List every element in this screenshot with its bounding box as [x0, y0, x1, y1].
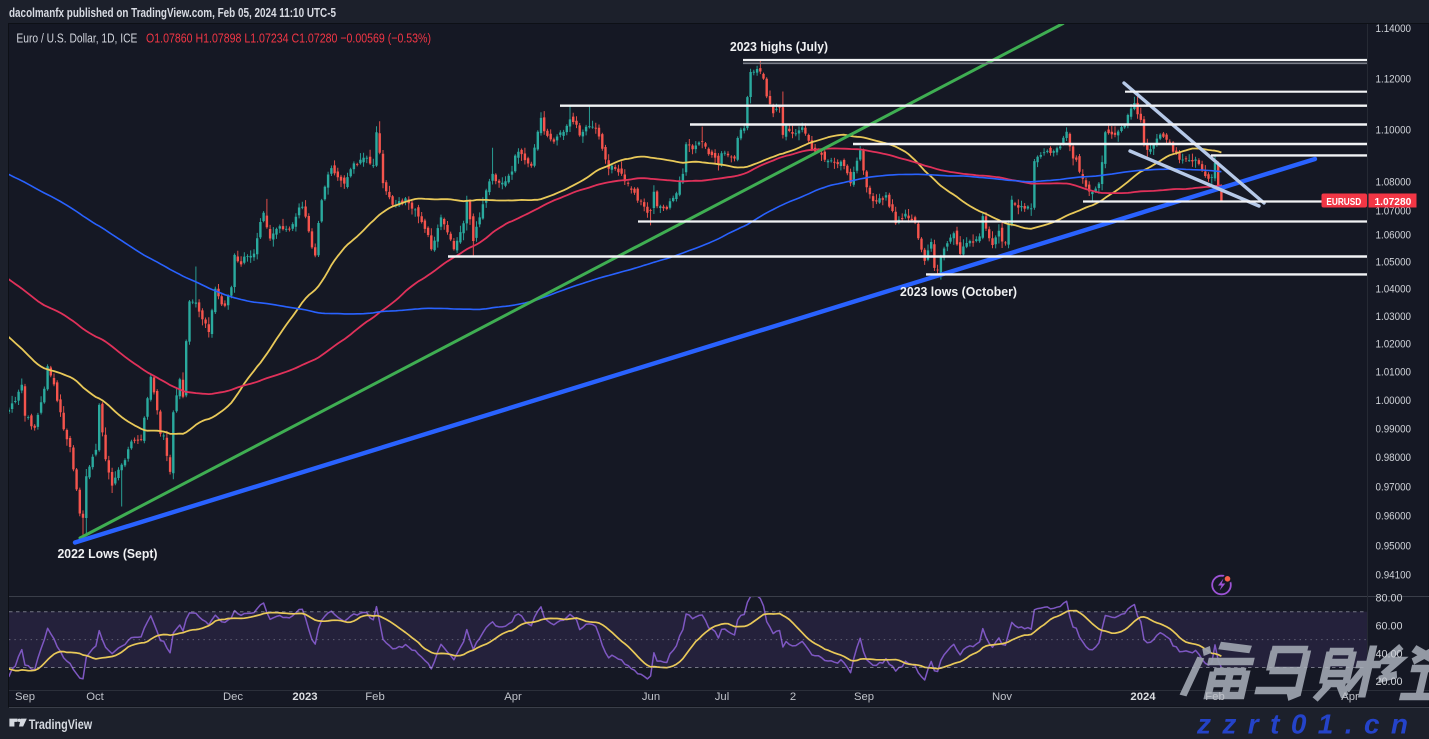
svg-text:0.94100: 0.94100 — [1376, 570, 1412, 582]
svg-text:Jun: Jun — [642, 691, 660, 703]
svg-text:0.96000: 0.96000 — [1376, 511, 1412, 523]
svg-text:80.00: 80.00 — [1376, 593, 1403, 605]
svg-text:zzrt01.cn: zzrt01.cn — [1196, 709, 1419, 739]
svg-text:1.04000: 1.04000 — [1376, 284, 1412, 296]
svg-text:1.07000: 1.07000 — [1376, 206, 1412, 218]
svg-text:Sep: Sep — [854, 691, 874, 703]
svg-text:2: 2 — [790, 691, 796, 703]
svg-text:Jul: Jul — [715, 691, 729, 703]
svg-text:0.95000: 0.95000 — [1376, 540, 1412, 552]
svg-text:1.01000: 1.01000 — [1376, 367, 1412, 379]
svg-text:TradingView: TradingView — [29, 717, 93, 732]
svg-text:EURUSD: EURUSD — [1326, 196, 1361, 208]
svg-text:2023: 2023 — [292, 691, 317, 703]
svg-text:Euro / U.S. Dollar, 1D, ICE: Euro / U.S. Dollar, 1D, ICE — [16, 31, 137, 46]
svg-text:Apr: Apr — [1341, 691, 1359, 703]
svg-text:Feb: Feb — [1205, 691, 1224, 703]
svg-text:2022 Lows (Sept): 2022 Lows (Sept) — [58, 546, 158, 561]
svg-text:1.06000: 1.06000 — [1376, 230, 1412, 242]
svg-text:20.00: 20.00 — [1376, 676, 1403, 688]
svg-text:1.08000: 1.08000 — [1376, 177, 1412, 189]
svg-text:2023 lows (October): 2023 lows (October) — [900, 284, 1017, 299]
svg-text:dacolmanfx published on Tradin: dacolmanfx published on TradingView.com,… — [9, 6, 336, 20]
svg-text:Sep: Sep — [15, 691, 35, 703]
svg-text:0.98000: 0.98000 — [1376, 452, 1412, 464]
svg-text:1.02000: 1.02000 — [1376, 339, 1412, 351]
svg-text:1.12000: 1.12000 — [1376, 73, 1412, 85]
svg-text:1.00000: 1.00000 — [1376, 395, 1412, 407]
svg-text:O1.07860 H1.07898 L1.07234: O1.07860 H1.07898 L1.07234 C1.07280 −0.0… — [146, 31, 431, 46]
svg-text:Dec: Dec — [223, 691, 243, 703]
svg-text:Feb: Feb — [365, 691, 384, 703]
svg-text:1.07280: 1.07280 — [1375, 196, 1412, 208]
svg-text:0.97000: 0.97000 — [1376, 481, 1412, 493]
svg-text:1.03000: 1.03000 — [1376, 311, 1412, 323]
svg-text:40.00: 40.00 — [1376, 648, 1403, 660]
svg-text:Oct: Oct — [86, 691, 104, 703]
svg-text:1.05000: 1.05000 — [1376, 257, 1412, 269]
svg-text:1.10000: 1.10000 — [1376, 125, 1412, 137]
svg-text:2024: 2024 — [1130, 691, 1156, 703]
svg-text:0.99000: 0.99000 — [1376, 423, 1412, 435]
svg-text:2023 highs (July): 2023 highs (July) — [730, 39, 828, 54]
svg-text:Apr: Apr — [504, 691, 522, 703]
svg-text:60.00: 60.00 — [1376, 620, 1403, 632]
svg-text:1.14000: 1.14000 — [1376, 23, 1412, 35]
svg-text:Nov: Nov — [992, 691, 1012, 703]
